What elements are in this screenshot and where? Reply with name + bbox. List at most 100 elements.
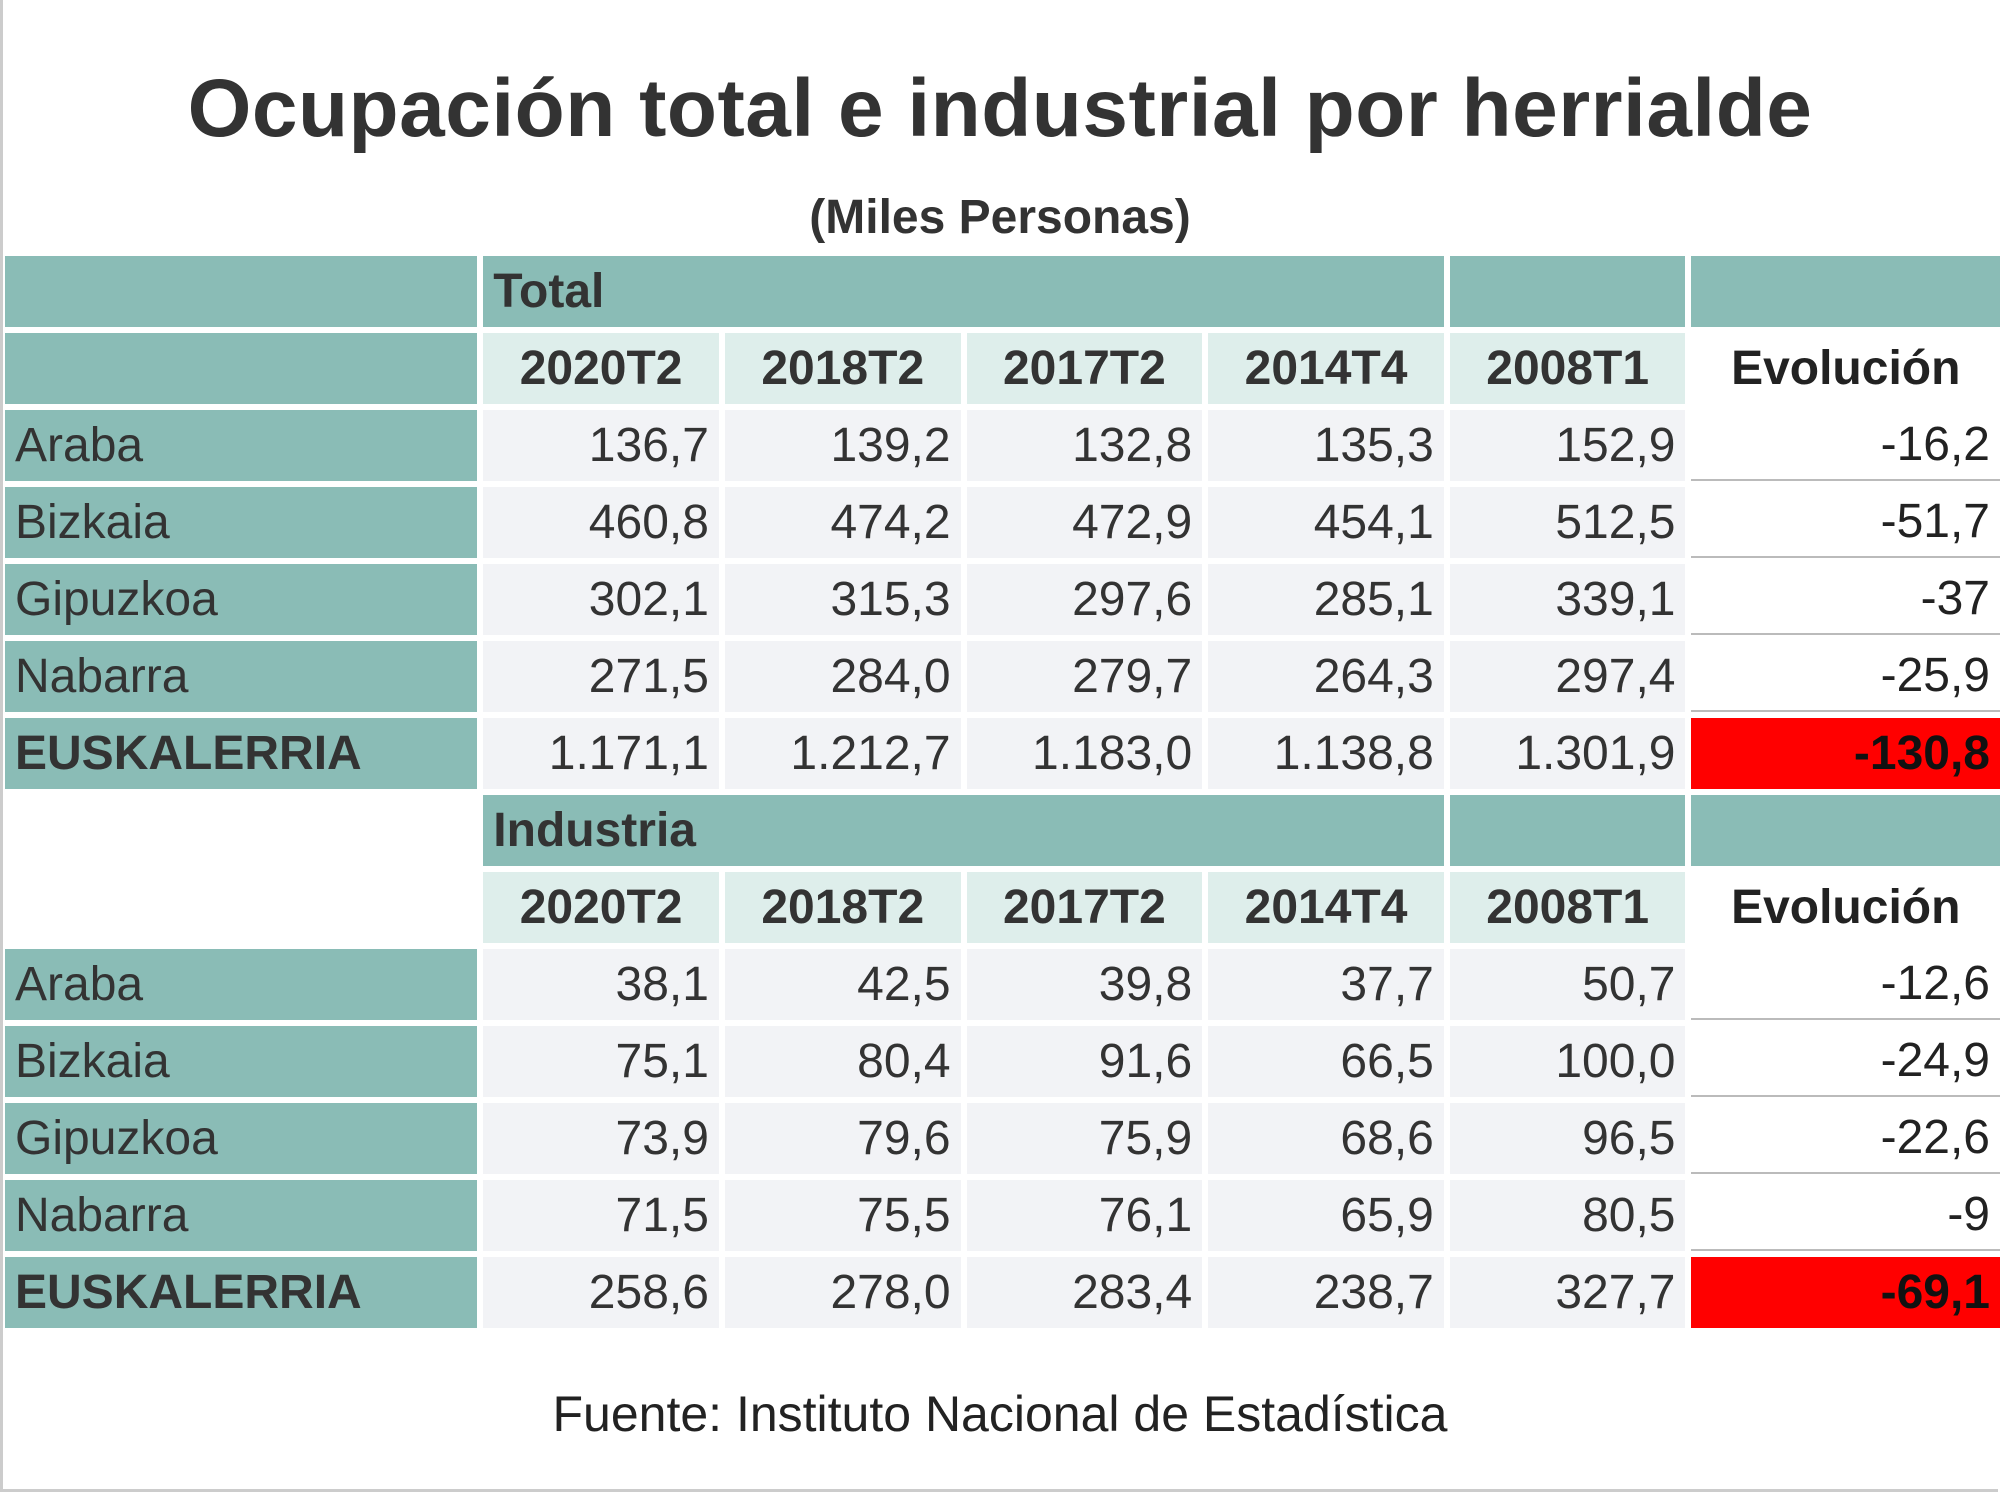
value-cell: 80,5 [1449,1180,1686,1251]
value-cell: 80,4 [724,1026,961,1097]
table-row: Gipuzkoa 73,9 79,6 75,9 68,6 96,5 -22,6 [5,1103,2000,1174]
value-cell: 152,9 [1449,410,1686,481]
value-cell: 1.183,0 [966,718,1203,789]
region-label: Bizkaia [5,1026,478,1097]
evolution-group-empty [1691,795,2000,866]
value-cell: 472,9 [966,487,1203,558]
value-cell: 68,6 [1208,1103,1444,1174]
source-note: Fuente: Instituto Nacional de Estadístic… [552,1386,1448,1442]
region-label: EUSKALERRIA [5,718,478,789]
value-cell: 283,4 [966,1257,1203,1328]
region-label: EUSKALERRIA [5,1257,478,1328]
evolution-group-empty [1691,256,2000,327]
value-cell: 37,7 [1208,949,1444,1020]
value-cell: 460,8 [483,487,719,558]
evolution-cell: -16,2 [1691,410,2000,481]
evolution-cell: -22,6 [1691,1103,2000,1174]
table-row: EUSKALERRIA 258,6 278,0 283,4 238,7 327,7 -69,… [5,1257,2000,1328]
region-label: Bizkaia [5,487,478,558]
row-label-empty [5,872,478,943]
value-cell: 65,9 [1208,1180,1444,1251]
evolution-cell: -69,1 [1691,1257,2000,1328]
value-cell: 73,9 [483,1103,719,1174]
period-header: 2018T2 [724,872,961,943]
period-header: 2008T1 [1449,872,1686,943]
value-cell: 315,3 [724,564,961,635]
value-cell: 91,6 [966,1026,1203,1097]
evolution-cell: -51,7 [1691,487,2000,558]
value-cell: 38,1 [483,949,719,1020]
period-header: 2014T4 [1208,333,1444,404]
value-cell: 264,3 [1208,641,1444,712]
value-cell: 258,6 [483,1257,719,1328]
evolution-cell: -37 [1691,564,2000,635]
value-cell: 327,7 [1449,1257,1686,1328]
value-cell: 512,5 [1449,487,1686,558]
evolution-cell: -9 [1691,1180,2000,1251]
value-cell: 278,0 [724,1257,961,1328]
period-header-row: 2020T2 2018T2 2017T2 2014T4 2008T1 Evolución [5,333,2000,404]
evolution-cell: -12,6 [1691,949,2000,1020]
value-cell: 238,7 [1208,1257,1444,1328]
value-cell: 66,5 [1208,1026,1444,1097]
period-header: 2017T2 [966,333,1203,404]
evolution-header: Evolución [1691,333,2000,404]
value-cell: 132,8 [966,410,1203,481]
value-cell: 42,5 [724,949,961,1020]
value-cell: 75,1 [483,1026,719,1097]
period-header: 2014T4 [1208,872,1444,943]
group-header-empty [1449,256,1686,327]
period-header: 2017T2 [966,872,1203,943]
period-header: 2008T1 [1449,333,1686,404]
page-subtitle: (Miles Personas) [809,191,1191,244]
value-cell: 75,9 [966,1103,1203,1174]
table-row: Araba 38,1 42,5 39,8 37,7 50,7 -12,6 [5,949,2000,1020]
value-cell: 39,8 [966,949,1203,1020]
value-cell: 1.138,8 [1208,718,1444,789]
section-group-row: Total [5,256,2000,327]
value-cell: 285,1 [1208,564,1444,635]
section-group-row: Industria [5,795,2000,866]
row-label-empty [5,256,478,327]
period-header: 2020T2 [483,333,719,404]
table-row: Bizkaia 75,1 80,4 91,6 66,5 100,0 -24,9 [5,1026,2000,1097]
region-label: Araba [5,410,478,481]
value-cell: 474,2 [724,487,961,558]
value-cell: 339,1 [1449,564,1686,635]
group-header-empty [1449,795,1686,866]
section-label: Total [483,256,1444,327]
region-label: Nabarra [5,641,478,712]
table-row: Nabarra 271,5 284,0 279,7 264,3 297,4 -25,9 [5,641,2000,712]
value-cell: 139,2 [724,410,961,481]
table-row: Bizkaia 460,8 474,2 472,9 454,1 512,5 -51,7 [5,487,2000,558]
evolution-header: Evolución [1691,872,2000,943]
table-row: Araba 136,7 139,2 132,8 135,3 152,9 -16,2 [5,410,2000,481]
value-cell: 1.301,9 [1449,718,1686,789]
value-cell: 79,6 [724,1103,961,1174]
value-cell: 75,5 [724,1180,961,1251]
region-label: Gipuzkoa [5,564,478,635]
region-label: Araba [5,949,478,1020]
value-cell: 279,7 [966,641,1203,712]
table-row: EUSKALERRIA 1.171,1 1.212,7 1.183,0 1.138,8 1… [5,718,2000,789]
table-row: Gipuzkoa 302,1 315,3 297,6 285,1 339,1 -37 [5,564,2000,635]
value-cell: 50,7 [1449,949,1686,1020]
region-label: Nabarra [5,1180,478,1251]
value-cell: 100,0 [1449,1026,1686,1097]
row-label-empty [5,795,478,866]
value-cell: 297,4 [1449,641,1686,712]
value-cell: 297,6 [966,564,1203,635]
value-cell: 1.212,7 [724,718,961,789]
value-cell: 284,0 [724,641,961,712]
evolution-cell: -24,9 [1691,1026,2000,1097]
page-title: Ocupación total e industrial por herrial… [187,63,1813,154]
period-header-row: 2020T2 2018T2 2017T2 2014T4 2008T1 Evolución [5,872,2000,943]
value-cell: 302,1 [483,564,719,635]
evolution-cell: -130,8 [1691,718,2000,789]
value-cell: 76,1 [966,1180,1203,1251]
row-label-empty [5,333,478,404]
value-cell: 271,5 [483,641,719,712]
value-cell: 1.171,1 [483,718,719,789]
value-cell: 454,1 [1208,487,1444,558]
